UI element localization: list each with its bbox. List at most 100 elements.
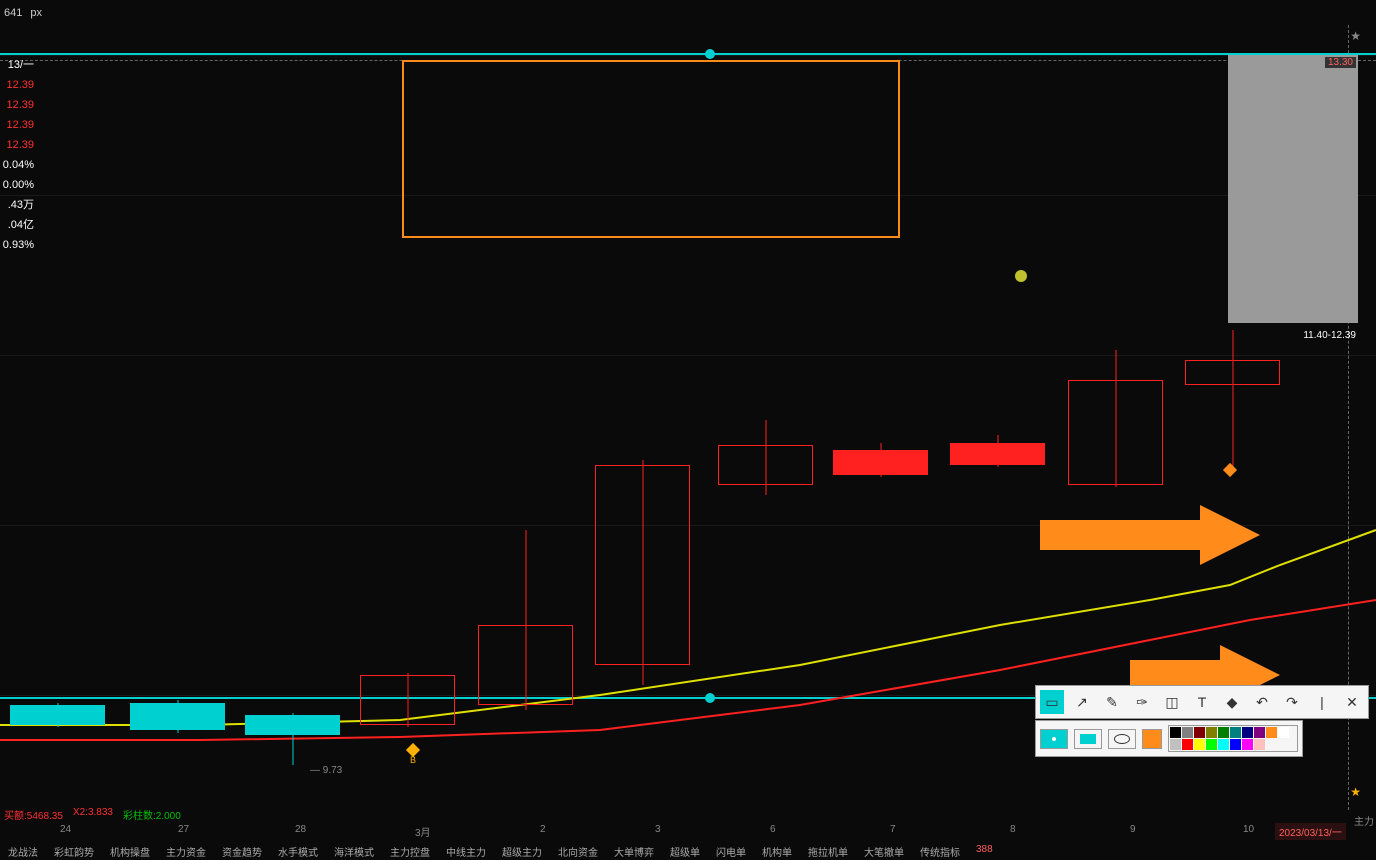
x-tick-label: 2 xyxy=(540,824,546,835)
yellow-marker-dot xyxy=(1015,270,1027,282)
bottom-tab[interactable]: 传统指标 xyxy=(912,842,968,860)
bottom-tab[interactable]: 龙战法 xyxy=(0,842,46,860)
color-swatch[interactable] xyxy=(1218,739,1229,750)
cyan-guide-handle[interactable] xyxy=(705,693,715,703)
x-tick-label: 6 xyxy=(770,824,776,835)
bottom-tab[interactable]: 海洋模式 xyxy=(326,842,382,860)
status-buy: 买额:5468.35 xyxy=(4,807,63,822)
ellipse-shape-option[interactable] xyxy=(1108,729,1136,749)
bottom-tab[interactable]: 机构操盘 xyxy=(102,842,158,860)
undo-tool[interactable]: ↶ xyxy=(1250,690,1274,714)
info-v3: 12.39 xyxy=(0,115,36,135)
color-swatch[interactable] xyxy=(1206,739,1217,750)
current-date-tag: 2023/03/13/一 xyxy=(1275,823,1346,840)
grid-line xyxy=(0,355,1376,356)
current-color-swatch[interactable] xyxy=(1142,729,1162,749)
color-swatch[interactable] xyxy=(1278,727,1289,738)
pencil-tool[interactable]: ✎ xyxy=(1100,690,1124,714)
drawing-toolbar[interactable]: ▭↗✎✑◫T◆↶↷|✕ xyxy=(1035,685,1369,719)
info-panel: 13/一 12.39 12.39 12.39 12.39 0.04% 0.00%… xyxy=(0,55,36,255)
info-pct1: 0.04% xyxy=(0,155,36,175)
x-tick-label: 8 xyxy=(1010,824,1016,835)
bottom-tab[interactable]: 主力控盘 xyxy=(382,842,438,860)
color-swatch[interactable] xyxy=(1170,739,1181,750)
color-swatch[interactable] xyxy=(1230,739,1241,750)
rect-tool[interactable]: ▭ xyxy=(1040,690,1064,714)
x-tick-label: 3月 xyxy=(415,824,431,839)
color-swatch[interactable] xyxy=(1218,727,1229,738)
low-price-label: — 9.73 xyxy=(310,765,342,776)
diamond-marker xyxy=(1223,463,1237,477)
bottom-tab[interactable]: 闪电单 xyxy=(708,842,754,860)
color-swatch[interactable] xyxy=(1170,727,1181,738)
color-toolbar[interactable] xyxy=(1035,720,1303,757)
dim-unit: px xyxy=(30,7,42,19)
b-marker: B xyxy=(408,745,418,765)
x-tick-label: 28 xyxy=(295,824,306,835)
color-swatch[interactable] xyxy=(1206,727,1217,738)
x-tick-label: 24 xyxy=(60,824,71,835)
bottom-tab[interactable]: 北向资金 xyxy=(550,842,606,860)
color-swatch[interactable] xyxy=(1182,739,1193,750)
bottom-tab-bar[interactable]: 龙战法彩虹韵势机构操盘主力资金资金趋势水手模式海洋模式主力控盘中线主力超级主力北… xyxy=(0,842,1376,860)
info-turn: 0.93% xyxy=(0,235,36,255)
sep[interactable]: | xyxy=(1310,690,1334,714)
color-swatch[interactable] xyxy=(1254,739,1265,750)
x-tick-label: 3 xyxy=(655,824,661,835)
color-swatch[interactable] xyxy=(1242,739,1253,750)
info-pct2: 0.00% xyxy=(0,175,36,195)
color-swatch[interactable] xyxy=(1242,727,1253,738)
cyan-guide-handle[interactable] xyxy=(705,49,715,59)
info-v1: 12.39 xyxy=(0,75,36,95)
orange-annotation-rect[interactable] xyxy=(402,60,900,238)
bottom-tab[interactable]: 拖拉机单 xyxy=(800,842,856,860)
x-tick-label: 7 xyxy=(890,824,896,835)
line-tool[interactable]: ↗ xyxy=(1070,690,1094,714)
info-v2: 12.39 xyxy=(0,95,36,115)
star-icon-bottom[interactable]: ★ xyxy=(1350,785,1361,799)
bottom-tab[interactable]: 机构单 xyxy=(754,842,800,860)
eraser-tool[interactable]: ◆ xyxy=(1220,690,1244,714)
fill-tool[interactable]: ◫ xyxy=(1160,690,1184,714)
dot-size-option[interactable] xyxy=(1040,729,1068,749)
bottom-tab[interactable]: 彩虹韵势 xyxy=(46,842,102,860)
bottom-tab[interactable]: 主力资金 xyxy=(158,842,214,860)
x-tick-label: 10 xyxy=(1243,824,1254,835)
status-bars: 彩柱数:2.000 xyxy=(123,807,181,822)
text-tool[interactable]: T xyxy=(1190,690,1214,714)
bottom-tab[interactable]: 大笔撤单 xyxy=(856,842,912,860)
bottom-tab[interactable]: 资金趋势 xyxy=(214,842,270,860)
bottom-tab[interactable]: 超级单 xyxy=(662,842,708,860)
top-dimension-bar: 641 px xyxy=(0,0,42,25)
cyan-guide-line[interactable] xyxy=(0,53,1376,55)
color-swatch[interactable] xyxy=(1194,727,1205,738)
dim-value: 641 xyxy=(4,7,22,19)
picker-tool[interactable]: ✑ xyxy=(1130,690,1154,714)
bottom-tab[interactable]: 超级主力 xyxy=(494,842,550,860)
info-v4: 12.39 xyxy=(0,135,36,155)
bottom-tab[interactable]: 水手模式 xyxy=(270,842,326,860)
color-swatch[interactable] xyxy=(1254,727,1265,738)
bottom-tab[interactable]: 388 xyxy=(968,842,1001,860)
close-tool[interactable]: ✕ xyxy=(1340,690,1364,714)
color-swatch[interactable] xyxy=(1194,739,1205,750)
color-swatch[interactable] xyxy=(1182,727,1193,738)
star-icon-top[interactable]: ★ xyxy=(1350,29,1361,43)
orange-arrow-annotation[interactable] xyxy=(1040,505,1260,565)
price-label-mid: 11.40-12.39 xyxy=(1303,330,1356,341)
x-axis: 24 27 28 3月 2 3 6 7 8 9 10 xyxy=(0,824,1376,840)
info-amt: .04亿 xyxy=(0,215,36,235)
info-vol: .43万 xyxy=(0,195,36,215)
status-line: 买额:5468.35 X2:3.833 彩柱数:2.000 xyxy=(0,807,181,822)
x-tick-label: 27 xyxy=(178,824,189,835)
color-swatch[interactable] xyxy=(1230,727,1241,738)
bottom-tab[interactable]: 中线主力 xyxy=(438,842,494,860)
color-swatch[interactable] xyxy=(1266,727,1277,738)
color-palette[interactable] xyxy=(1168,725,1298,752)
redo-tool[interactable]: ↷ xyxy=(1280,690,1304,714)
status-x2: X2:3.833 xyxy=(73,807,113,822)
bottom-tab[interactable]: 大单博弈 xyxy=(606,842,662,860)
x-tick-label: 9 xyxy=(1130,824,1136,835)
rect-shape-option[interactable] xyxy=(1074,729,1102,749)
info-date: 13/一 xyxy=(0,55,36,75)
